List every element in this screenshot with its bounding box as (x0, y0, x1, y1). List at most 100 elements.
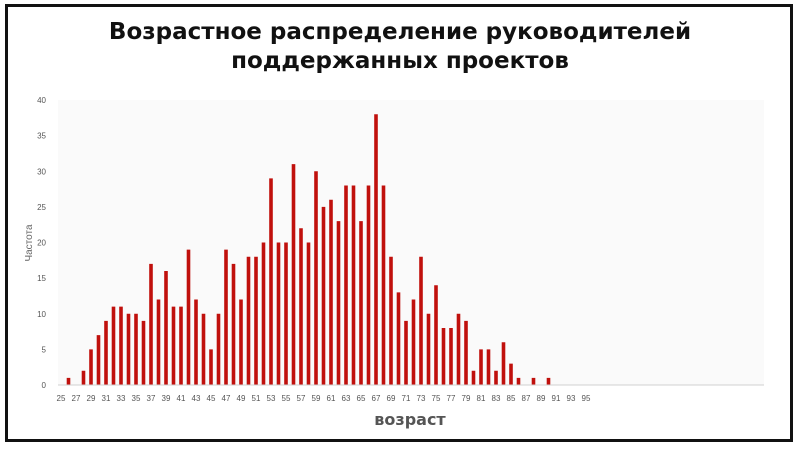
x-tick-label: 51 (252, 394, 261, 403)
x-tick-label: 71 (402, 394, 411, 403)
bar (329, 199, 333, 385)
x-tick-label: 93 (567, 394, 576, 403)
bar (284, 242, 288, 385)
y-tick-label: 10 (37, 310, 46, 319)
y-axis-ticks: 0 5 10 15 20 25 30 35 40 (37, 96, 46, 390)
bar (261, 242, 266, 385)
bar (419, 256, 423, 385)
x-tick-label: 95 (582, 394, 591, 403)
y-tick-label: 20 (37, 239, 46, 248)
bar (516, 377, 521, 386)
x-tick-label: 61 (327, 394, 336, 403)
bar (156, 299, 161, 385)
x-tick-label: 47 (222, 394, 231, 403)
bar (464, 320, 468, 386)
bar (291, 164, 296, 386)
x-tick-label: 31 (102, 394, 111, 403)
bar (456, 313, 461, 385)
y-tick-label: 15 (37, 274, 46, 283)
x-tick-label: 69 (387, 394, 396, 403)
bar (441, 328, 446, 385)
chart-title: Возрастное распределение руководителей п… (0, 18, 800, 76)
bar (194, 299, 198, 385)
bar (224, 249, 228, 386)
x-tick-label: 81 (477, 394, 486, 403)
x-tick-label: 25 (57, 394, 66, 403)
bar (344, 185, 348, 385)
x-tick-label: 77 (447, 394, 456, 403)
bar (486, 349, 491, 386)
bar (404, 320, 408, 386)
chart-title-line-2: поддержанных проектов (231, 48, 569, 74)
x-tick-label: 33 (117, 394, 126, 403)
bar (501, 342, 506, 385)
bar (254, 256, 258, 385)
bar (321, 206, 326, 386)
bars (66, 114, 551, 386)
bar (471, 370, 476, 385)
x-tick-label: 27 (72, 394, 81, 403)
x-tick-label: 37 (147, 394, 156, 403)
bar (531, 377, 536, 386)
y-tick-label: 35 (37, 132, 46, 141)
bar (381, 185, 386, 385)
bar (179, 306, 183, 386)
x-axis-label: возраст (374, 410, 446, 429)
bar (314, 171, 318, 385)
bar (81, 370, 86, 385)
bar (119, 306, 123, 386)
bar (509, 363, 513, 386)
x-tick-label: 49 (237, 394, 246, 403)
x-tick-label: 63 (342, 394, 351, 403)
x-tick-label: 83 (492, 394, 501, 403)
x-tick-label: 59 (312, 394, 321, 403)
x-tick-label: 85 (507, 394, 516, 403)
bar (111, 306, 116, 386)
bar (336, 221, 341, 386)
bar (96, 335, 101, 386)
x-axis-ticks: 25 27 29 31 33 35 37 39 41 43 45 47 49 51 53 55 57 59 61 63… (57, 394, 591, 403)
bar (374, 114, 378, 385)
x-tick-label: 75 (432, 394, 441, 403)
bar (546, 377, 551, 386)
bar (276, 242, 281, 385)
y-tick-label: 30 (37, 167, 46, 176)
x-tick-label: 43 (192, 394, 201, 403)
bar (366, 185, 371, 385)
bar (201, 313, 206, 385)
bar (359, 221, 363, 386)
x-tick-label: 73 (417, 394, 426, 403)
x-tick-label: 79 (462, 394, 471, 403)
bar (216, 313, 221, 385)
bar (494, 370, 498, 385)
x-tick-label: 53 (267, 394, 276, 403)
x-tick-label: 91 (552, 394, 561, 403)
plot-area (58, 100, 764, 385)
bar (126, 313, 131, 385)
bar (149, 263, 153, 386)
bar (351, 185, 356, 385)
bar (104, 320, 108, 386)
bar (246, 256, 251, 385)
x-tick-label: 41 (177, 394, 186, 403)
bar (389, 256, 393, 385)
x-tick-label: 45 (207, 394, 216, 403)
x-tick-label: 89 (537, 394, 546, 403)
bar (239, 299, 243, 385)
bar (299, 228, 303, 385)
bar (449, 328, 453, 385)
bar (231, 263, 236, 386)
bar (426, 313, 431, 385)
y-tick-label: 5 (42, 345, 47, 354)
y-tick-label: 40 (37, 96, 46, 105)
y-tick-label: 0 (42, 381, 47, 390)
bar (396, 292, 401, 386)
y-tick-label: 25 (37, 203, 46, 212)
bar (411, 299, 416, 385)
chart-title-line-1: Возрастное распределение руководителей (108, 19, 692, 45)
bar (134, 313, 138, 385)
x-tick-label: 35 (132, 394, 141, 403)
bar (89, 349, 93, 386)
x-tick-label: 29 (87, 394, 96, 403)
